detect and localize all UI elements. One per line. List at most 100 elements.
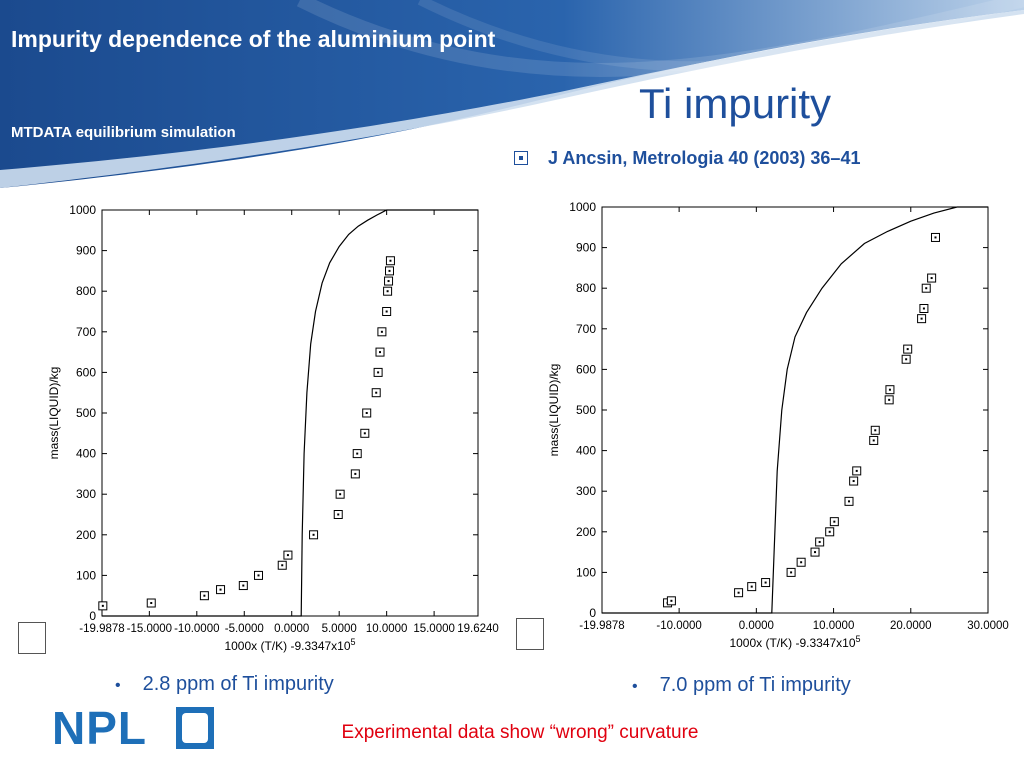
marker-dot xyxy=(764,581,767,584)
x-tick-label: -5.0000 xyxy=(225,623,264,635)
x-axis-label-exponent: 5 xyxy=(856,634,861,644)
x-tick-label: -19.9878 xyxy=(579,620,624,632)
data-point-marker xyxy=(734,588,744,598)
data-point-marker xyxy=(98,601,108,611)
reference-text: J Ancsin, Metrologia 40 (2003) 36–41 xyxy=(548,148,861,168)
x-tick-label: -19.9878 xyxy=(79,623,124,635)
marker-dot xyxy=(790,571,793,574)
x-tick-label: 0.0000 xyxy=(274,623,309,635)
data-point-marker xyxy=(747,582,757,592)
data-point-marker xyxy=(903,344,913,354)
marker-dot xyxy=(257,574,260,577)
y-axis-label: mass(LIQUID)/kg xyxy=(47,367,61,460)
data-point-marker xyxy=(825,527,835,537)
marker-dot xyxy=(281,564,284,567)
data-point-marker xyxy=(309,530,319,540)
data-point-marker xyxy=(919,304,929,313)
y-tick-label: 200 xyxy=(576,525,596,539)
npl-crest-icon xyxy=(176,707,214,749)
marker-dot xyxy=(922,307,925,310)
x-tick-label: 30.0000 xyxy=(967,620,1009,632)
x-tick-label: 19.6240 xyxy=(457,623,499,635)
marker-dot xyxy=(814,551,817,554)
marker-dot xyxy=(286,554,289,557)
data-point-marker xyxy=(786,567,796,577)
marker-dot xyxy=(874,429,877,432)
data-point-marker xyxy=(666,596,676,606)
data-point-marker xyxy=(335,489,345,499)
data-point-marker xyxy=(921,283,931,293)
y-tick-label: 600 xyxy=(76,365,96,379)
x-tick-label: 0.0000 xyxy=(739,620,774,632)
data-point-marker xyxy=(360,428,370,438)
marker-dot xyxy=(888,398,891,401)
y-tick-label: 800 xyxy=(76,284,96,298)
marker-dot xyxy=(925,287,928,290)
data-point-marker xyxy=(383,286,393,296)
marker-dot xyxy=(389,259,392,262)
x-tick-label: 10.0000 xyxy=(813,620,855,632)
data-point-marker xyxy=(917,314,927,324)
data-point-marker xyxy=(352,449,362,459)
slide-title: Ti impurity xyxy=(638,80,832,127)
x-tick-label: 5.0000 xyxy=(322,623,357,635)
data-point-marker xyxy=(927,273,937,283)
data-point-marker xyxy=(810,547,820,557)
bullet-left: • 2.8 ppm of Ti impurity xyxy=(115,673,334,696)
marker-dot xyxy=(356,452,359,455)
plot-frame xyxy=(601,206,989,614)
y-tick-label: 300 xyxy=(576,484,596,498)
marker-dot xyxy=(242,584,245,587)
data-point-marker xyxy=(815,537,825,547)
marker-dot xyxy=(920,317,923,320)
marker-dot xyxy=(150,602,153,605)
data-point-marker xyxy=(333,510,343,519)
data-point-marker xyxy=(350,469,360,479)
chart-left: 0 100 200 300 400 500 600 700 800 900 1000 -19.9878… xyxy=(40,198,500,668)
data-point-marker xyxy=(375,347,385,357)
marker-dot xyxy=(339,493,342,496)
marker-dot xyxy=(354,472,357,475)
marker-dot xyxy=(905,358,908,361)
data-point-marker xyxy=(146,598,156,608)
marker-dot xyxy=(377,371,380,374)
y-axis-label: mass(LIQUID)/kg xyxy=(547,364,561,457)
data-point-marker xyxy=(385,256,395,266)
marker-dot xyxy=(906,348,909,351)
y-tick-label: 500 xyxy=(76,406,96,420)
header-subtitle: MTDATA equilibrium simulation xyxy=(11,124,236,141)
marker-dot xyxy=(828,530,831,533)
data-point-marker xyxy=(852,466,862,476)
data-point-marker xyxy=(382,307,392,316)
bullet-right: • 7.0 ppm of Ti impurity xyxy=(632,674,851,697)
x-tick-label: -10.0000 xyxy=(174,623,219,635)
x-tick-label: 10.0000 xyxy=(366,623,408,635)
x-tick-label: -15.0000 xyxy=(127,623,172,635)
y-tick-label: 1000 xyxy=(569,200,596,214)
data-point-marker xyxy=(870,425,880,435)
marker-dot xyxy=(930,277,933,280)
marker-dot xyxy=(388,269,391,272)
marker-dot xyxy=(818,540,821,543)
data-point-marker xyxy=(199,591,209,601)
bullet-left-text: 2.8 ppm of Ti impurity xyxy=(142,673,334,695)
data-point-marker xyxy=(283,550,293,560)
simulation-curve xyxy=(602,206,988,614)
marker-dot xyxy=(101,604,104,607)
marker-dot xyxy=(737,591,740,594)
y-tick-label: 900 xyxy=(76,244,96,258)
marker-dot xyxy=(380,330,383,333)
conclusion-text: Experimental data show “wrong” curvature xyxy=(341,722,699,743)
marker-dot xyxy=(219,588,222,591)
data-point-marker xyxy=(869,435,879,445)
y-tick-label: 200 xyxy=(76,528,96,542)
checkbox-bullet-icon xyxy=(514,151,528,165)
mtdata-badge-icon xyxy=(516,618,544,650)
data-point-marker xyxy=(377,327,387,337)
x-axis-label: 1000x (T/K) -9.3347x105 xyxy=(224,637,355,653)
data-point-marker xyxy=(901,354,911,364)
data-point-marker xyxy=(761,578,771,588)
chart-svg: 0 100 200 300 400 500 600 700 800 900 1000 -19.9878… xyxy=(547,200,1009,650)
marker-dot xyxy=(387,280,390,283)
data-point-marker xyxy=(844,496,854,506)
